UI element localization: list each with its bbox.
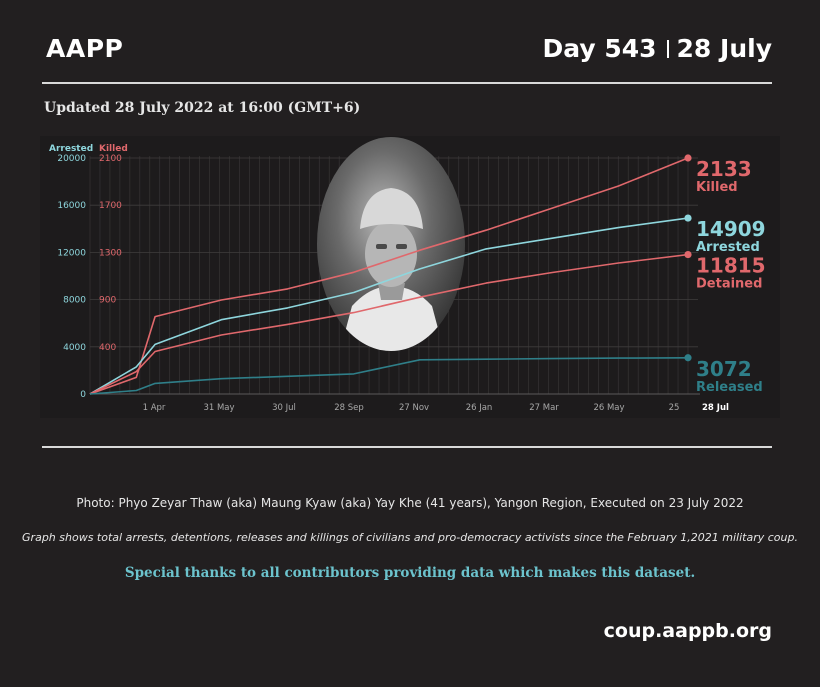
series-name-detained: Detained: [696, 277, 762, 292]
series-total-released: 3072: [696, 357, 752, 381]
killed-tick-label: 900: [99, 296, 116, 306]
killed-axis-title: Killed: [99, 144, 128, 154]
portrait-neck: [378, 283, 405, 300]
killed-tick-label: 1700: [99, 201, 122, 211]
date-label: 28 July: [676, 34, 772, 63]
header-separator: [666, 40, 669, 58]
killed-tick-label: 400: [99, 343, 116, 353]
top-divider: [42, 82, 772, 84]
day-date-header: Day 543 28 July: [542, 34, 772, 63]
series-end-dot-released: [684, 354, 692, 362]
arrested-axis-ticks: 0 4000 8000 12000 16000 20000: [57, 154, 86, 400]
killed-axis-ticks: 400 900 1300 1700 2100: [99, 154, 122, 353]
cumulative-line-chart: Arrested Killed 0 4000 8000 12000 16000 20000…: [40, 136, 780, 418]
grid-lines: [89, 156, 698, 395]
portrait-eye-left: [376, 244, 387, 249]
killed-tick-label: 1300: [99, 248, 122, 258]
series-line-released: [89, 357, 689, 395]
series-end-dot-detained: [684, 250, 692, 259]
x-tick-label: 1 Apr: [143, 403, 166, 413]
arrested-tick-label: 4000: [63, 343, 86, 353]
portrait-face: [365, 221, 417, 287]
series-lines: [89, 154, 692, 395]
x-tick-label: 28 Jul: [702, 403, 729, 413]
updated-timestamp: Updated 28 July 2022 at 16:00 (GMT+6): [44, 100, 361, 116]
series-name-killed: Killed: [696, 180, 738, 195]
arrested-tick-label: 8000: [63, 296, 86, 306]
series-total-killed: 2133: [696, 157, 752, 181]
x-tick-label: 26 May: [593, 403, 624, 413]
brand-title: AAPP: [46, 34, 124, 63]
photo-credit: Photo: Phyo Zeyar Thaw (aka) Maung Kyaw …: [76, 496, 744, 510]
series-name-released: Released: [696, 380, 763, 395]
x-tick-label: 31 May: [203, 403, 234, 413]
portrait-eye-right: [396, 244, 407, 249]
bottom-divider: [42, 446, 772, 448]
arrested-axis-title: Arrested: [49, 144, 93, 154]
x-tick-label: 27 Nov: [399, 403, 429, 413]
series-end-dot-killed: [684, 154, 692, 162]
x-tick-label: 30 Jul: [272, 403, 296, 413]
portrait-photo: [317, 137, 465, 351]
x-tick-label: 27 Mar: [529, 403, 559, 413]
day-label: Day 543: [542, 34, 657, 63]
graph-note: Graph shows total arrests, detentions, r…: [22, 531, 798, 544]
series-line-killed: [89, 157, 689, 395]
site-url[interactable]: coup.aappb.org: [603, 620, 772, 642]
x-tick-label: 25: [669, 403, 680, 413]
series-name-arrested: Arrested: [696, 240, 760, 255]
arrested-tick-label: 16000: [57, 201, 86, 211]
x-axis-ticks: 1 Apr 31 May 30 Jul 28 Sep 27 Nov 26 Jan 27 Ma…: [143, 403, 729, 413]
portrait-cap: [360, 188, 423, 229]
arrested-tick-label: 20000: [57, 154, 86, 164]
series-line-arrested: [89, 217, 689, 395]
thanks-note: Special thanks to all contributors provi…: [124, 565, 696, 581]
x-tick-label: 28 Sep: [334, 403, 364, 413]
arrested-tick-label: 12000: [57, 248, 86, 258]
series-line-detained: [89, 253, 689, 395]
series-end-dot-arrested: [684, 214, 692, 222]
killed-tick-label: 2100: [99, 154, 122, 164]
portrait-shirt: [340, 286, 444, 351]
series-total-detained: 11815: [696, 254, 766, 278]
arrested-tick-label: 0: [80, 390, 86, 400]
x-tick-label: 26 Jan: [466, 403, 493, 413]
series-total-arrested: 14909: [696, 217, 766, 241]
